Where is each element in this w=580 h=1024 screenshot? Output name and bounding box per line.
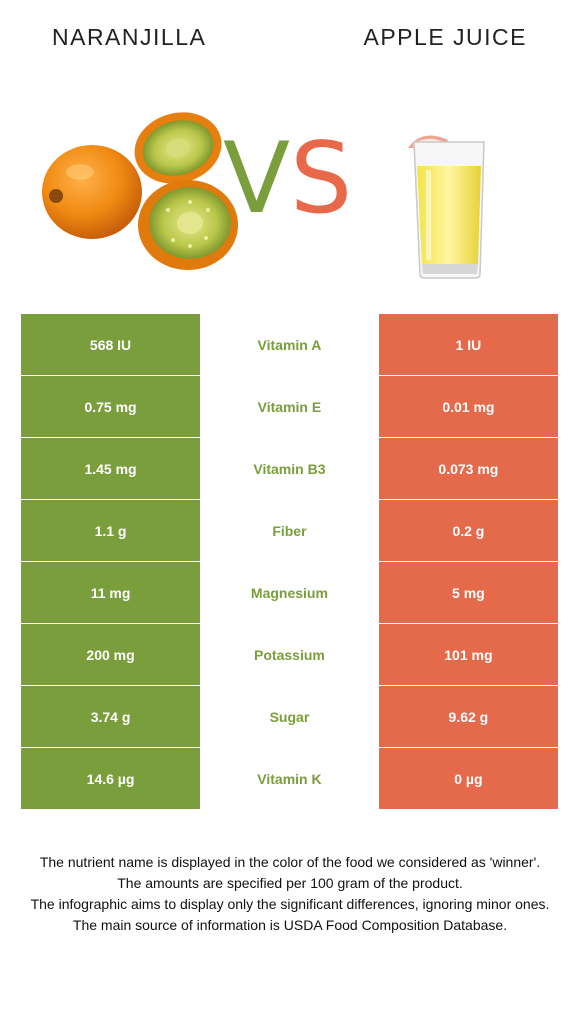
vs-v-letter: V <box>223 122 291 236</box>
right-value: 0.2 g <box>378 499 558 562</box>
left-food-title: NARANJILLA <box>52 24 207 50</box>
right-value: 0 µg <box>378 747 558 810</box>
table-row: 14.6 µg Vitamin K 0 µg <box>21 747 558 810</box>
comparison-table: 568 IU Vitamin A 1 IU 0.75 mg Vitamin E … <box>21 314 558 810</box>
left-value: 14.6 µg <box>21 747 201 810</box>
table-row: 568 IU Vitamin A 1 IU <box>21 314 558 376</box>
nutrient-name: Vitamin K <box>200 747 379 810</box>
table-row: 0.75 mg Vitamin E 0.01 mg <box>21 375 558 438</box>
right-value: 101 mg <box>378 623 558 686</box>
left-value: 568 IU <box>21 314 201 376</box>
right-value: 1 IU <box>378 314 558 376</box>
left-value: 200 mg <box>21 623 201 686</box>
nutrient-name: Vitamin A <box>200 314 379 376</box>
left-value: 1.1 g <box>21 499 201 562</box>
right-value: 0.01 mg <box>378 375 558 438</box>
right-food-title: APPLE JUICE <box>363 24 527 50</box>
footer-note: The main source of information is USDA F… <box>72 917 508 933</box>
naranjilla-image <box>42 112 238 270</box>
apple-juice-image <box>408 135 485 279</box>
table-row: 3.74 g Sugar 9.62 g <box>21 685 558 748</box>
nutrient-name: Magnesium <box>200 561 379 624</box>
right-value: 9.62 g <box>378 685 558 748</box>
nutrient-name: Potassium <box>200 623 379 686</box>
nutrient-name: Vitamin E <box>200 375 379 438</box>
table-row: 1.1 g Fiber 0.2 g <box>21 499 558 562</box>
table-row: 11 mg Magnesium 5 mg <box>21 561 558 624</box>
left-value: 3.74 g <box>21 685 201 748</box>
nutrient-name: Vitamin B3 <box>200 437 379 500</box>
left-value: 1.45 mg <box>21 437 201 500</box>
vs-s-letter: S <box>290 122 353 236</box>
footer-notes: The nutrient name is displayed in the co… <box>20 852 560 936</box>
table-row: 200 mg Potassium 101 mg <box>21 623 558 686</box>
vs-label: VS <box>223 130 352 228</box>
left-value: 0.75 mg <box>21 375 201 438</box>
footer-note: The nutrient name is displayed in the co… <box>39 854 541 870</box>
right-value: 5 mg <box>378 561 558 624</box>
nutrient-name: Sugar <box>200 685 379 748</box>
nutrient-name: Fiber <box>200 499 379 562</box>
right-value: 0.073 mg <box>378 437 558 500</box>
footer-note: The amounts are specified per 100 gram o… <box>117 875 463 891</box>
left-value: 11 mg <box>21 561 201 624</box>
table-row: 1.45 mg Vitamin B3 0.073 mg <box>21 437 558 500</box>
footer-note: The infographic aims to display only the… <box>30 896 550 912</box>
